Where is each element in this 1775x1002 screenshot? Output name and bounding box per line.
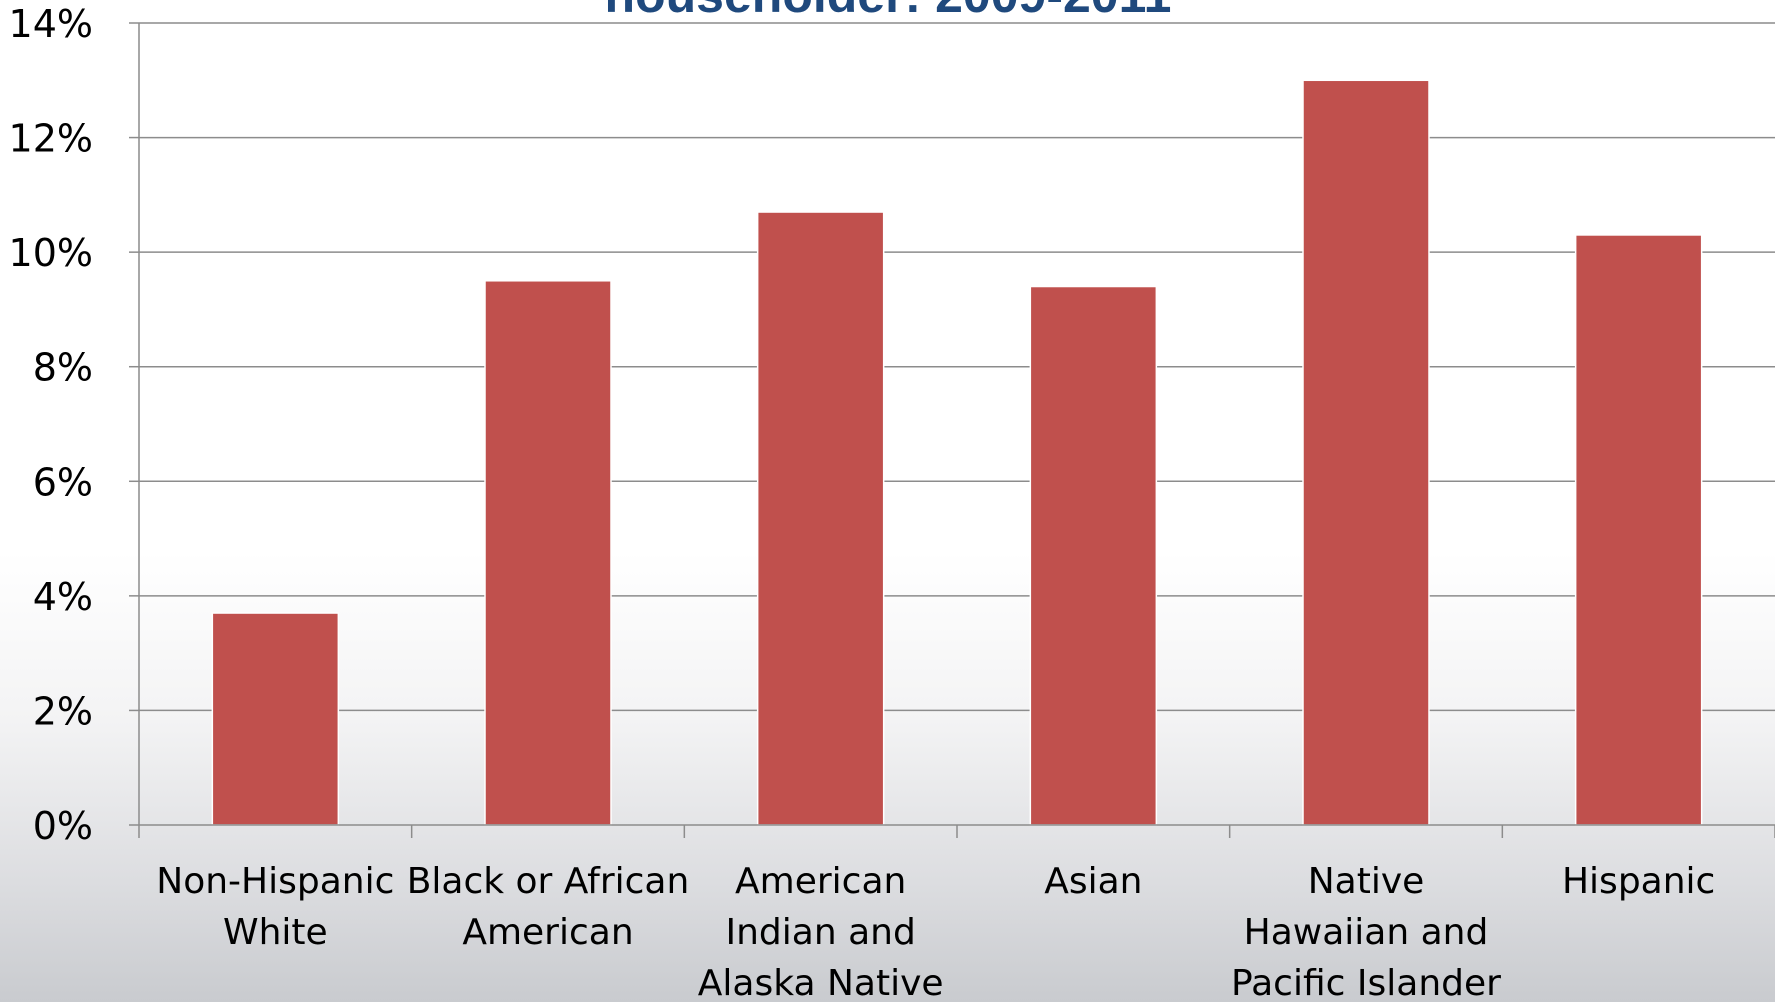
x-category-label: Black or African	[407, 861, 690, 902]
x-category-label: White	[223, 912, 328, 953]
bar	[1302, 79, 1430, 826]
bar	[1029, 285, 1158, 826]
x-category-label: Hispanic	[1562, 861, 1715, 902]
y-tick-label: 2%	[33, 689, 93, 733]
y-tick-label: 4%	[33, 575, 93, 619]
y-tick-label: 8%	[33, 346, 93, 390]
x-category-label: Hawaiian and	[1244, 912, 1489, 953]
y-tick-label: 10%	[9, 231, 93, 275]
x-category-label: Asian	[1044, 861, 1142, 902]
bar	[1574, 234, 1703, 826]
axes	[129, 22, 1775, 838]
gridlines	[139, 22, 1775, 712]
y-tick-label: 12%	[9, 117, 93, 161]
y-axis-tick-labels: 0% 2% 4% 6% 8% 10% 12% 14%	[9, 2, 93, 848]
y-tick-label: 14%	[9, 2, 93, 46]
bar	[756, 211, 885, 826]
bars	[211, 79, 1703, 826]
x-category-label: Non-Hispanic	[156, 861, 394, 902]
x-category-label: American	[735, 861, 906, 902]
x-category-label: Pacific Islander	[1231, 963, 1501, 1002]
chart-title: householder: 2009-2011	[605, 0, 1172, 23]
y-tick-label: 6%	[33, 460, 93, 504]
bar	[211, 612, 340, 826]
x-axis-category-labels: Non-Hispanic White Black or African America…	[156, 861, 1715, 1002]
x-category-label: Native	[1308, 861, 1425, 902]
y-tick-label: 0%	[33, 804, 93, 848]
bar	[484, 280, 612, 826]
x-category-label: Alaska Native	[698, 963, 944, 1002]
x-category-label: American	[462, 912, 633, 953]
x-category-label: Indian and	[725, 912, 915, 953]
